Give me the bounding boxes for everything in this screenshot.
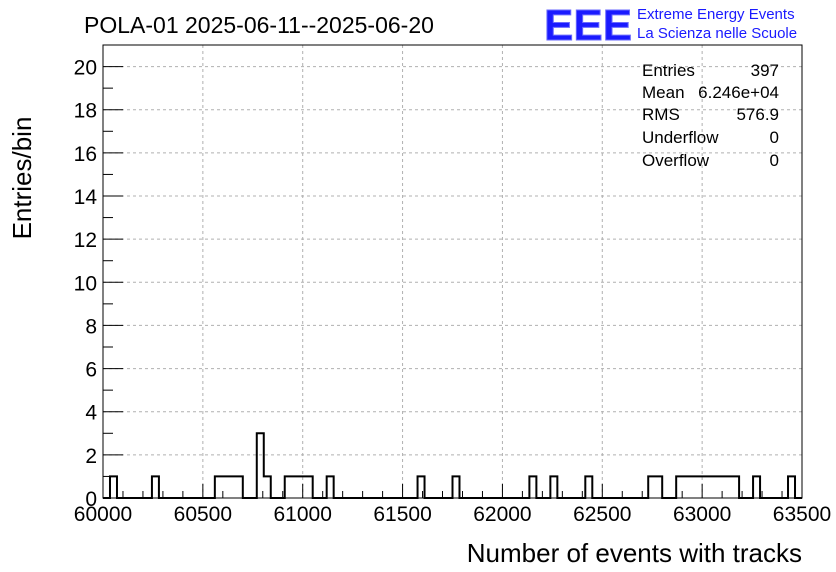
- histogram-bin: [711, 476, 718, 498]
- stat-mean-value: 6.246e+04: [698, 83, 779, 102]
- x-tick-label: 63500: [773, 503, 831, 526]
- histogram-bin: [585, 476, 592, 498]
- plot-frame: [102, 44, 803, 499]
- y-tick-label: 12: [74, 229, 97, 252]
- stat-entries-label: Entries: [642, 61, 695, 80]
- histogram-bin: [236, 476, 243, 498]
- y-tick-label: 2: [85, 445, 97, 468]
- eee-logo: EEE Extreme Energy Events La Scienza nel…: [544, 1, 798, 51]
- histogram-bin: [152, 476, 159, 498]
- stat-overflow-label: Overflow: [642, 151, 710, 170]
- x-tick-label: 61000: [274, 503, 332, 526]
- y-tick-label: 6: [85, 359, 97, 382]
- histogram-bin: [418, 476, 425, 498]
- x-tick-labels: 60000 60500 61000 61500 62000 62500 63000 63500: [74, 503, 831, 526]
- y-tick-label: 4: [85, 402, 97, 425]
- x-tick-label: 60500: [174, 503, 232, 526]
- histogram-bin: [110, 476, 117, 498]
- histogram-bin: [306, 476, 313, 498]
- histogram-bin: [529, 476, 536, 498]
- x-tick-label: 62000: [473, 503, 531, 526]
- histogram-bin: [732, 476, 739, 498]
- logo-line-1: Extreme Energy Events: [637, 6, 795, 23]
- histogram-bin: [753, 476, 760, 498]
- histogram-bin: [327, 476, 334, 498]
- histogram-bin: [788, 476, 795, 498]
- stat-overflow-value: 0: [770, 151, 779, 170]
- histogram-bin: [285, 476, 292, 498]
- histogram-bin: [222, 476, 229, 498]
- histogram-bin: [550, 476, 557, 498]
- stat-underflow-label: Underflow: [642, 128, 719, 147]
- stat-underflow-value: 0: [770, 128, 779, 147]
- y-axis-ticks: [103, 44, 123, 499]
- y-tick-label: 10: [74, 272, 97, 295]
- histogram-bin: [697, 476, 704, 498]
- histogram-bin: [453, 476, 460, 498]
- x-tick-label: 63000: [673, 503, 731, 526]
- histogram-bin: [229, 476, 236, 498]
- histogram-bin: [257, 433, 264, 498]
- histogram-bins: [103, 432, 802, 499]
- x-tick-label: 62500: [573, 503, 631, 526]
- stat-entries-value: 397: [751, 61, 779, 80]
- grid: [103, 45, 802, 498]
- histogram-bin: [725, 476, 732, 498]
- histogram-bin: [690, 476, 697, 498]
- x-axis-title: Number of events with tracks: [467, 538, 802, 568]
- histogram-bin: [683, 476, 690, 498]
- histogram-bin: [264, 476, 271, 498]
- x-tick-label: 60000: [74, 503, 132, 526]
- stat-rms-value: 576.9: [736, 105, 779, 124]
- histogram-bin: [704, 476, 711, 498]
- stat-rms-label: RMS: [642, 105, 680, 124]
- histogram-bin: [648, 476, 655, 498]
- histogram-outline: [103, 432, 802, 499]
- histogram-bin: [299, 476, 306, 498]
- x-tick-label: 61500: [373, 503, 431, 526]
- y-tick-label: 0: [85, 488, 97, 511]
- chart-title: POLA-01 2025-06-11--2025-06-20: [84, 12, 434, 38]
- y-tick-label: 8: [85, 315, 97, 338]
- logo-line-2: La Scienza nelle Scuole: [637, 25, 797, 42]
- y-tick-label: 14: [74, 186, 98, 209]
- y-tick-labels: 0 2 4 6 8 10 12 14 16 18 20: [74, 57, 98, 511]
- histogram-bin: [292, 476, 299, 498]
- stat-mean-label: Mean: [642, 83, 685, 102]
- histogram-bin: [676, 476, 683, 498]
- y-tick-label: 18: [74, 100, 97, 123]
- histogram-bin: [718, 476, 725, 498]
- stats-box: Entries 397 Mean 6.246e+04 RMS 576.9 Und…: [642, 61, 779, 170]
- y-tick-label: 20: [74, 57, 97, 80]
- logo-mark: EEE: [544, 1, 632, 50]
- y-axis-title: Entries/bin: [7, 117, 37, 240]
- y-tick-label: 16: [74, 143, 97, 166]
- histogram-bin: [215, 476, 222, 498]
- histogram-bin: [655, 476, 662, 498]
